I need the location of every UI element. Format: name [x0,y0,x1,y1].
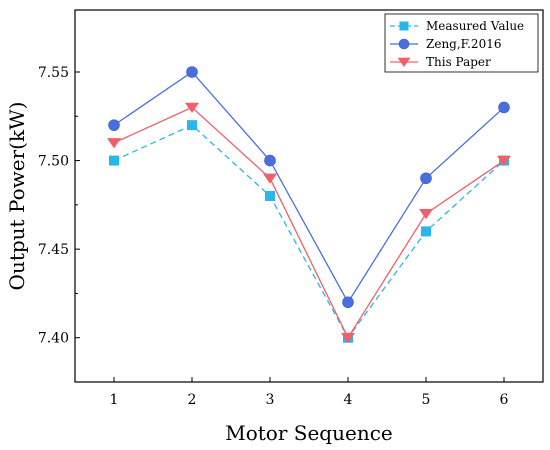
legend-label: Measured Value [426,19,524,33]
data-point [263,173,277,184]
series-layer [107,66,511,344]
legend-marker [398,38,410,50]
y-tick-label: 7.50 [38,154,69,170]
data-point [264,154,276,167]
series-line [113,71,505,304]
legend-marker [397,57,411,67]
data-point [497,155,511,167]
data-point [342,296,354,309]
data-point [107,138,121,149]
legend-entry: Zeng,F.2016 [390,37,501,51]
series-line [113,124,505,339]
legend-entry: This Paper [390,55,491,69]
y-tick-label: 7.45 [38,242,69,258]
data-point [109,155,119,166]
series-zeng-f-2016 [108,66,510,309]
data-point [341,333,355,344]
legend-entry: Measured Value [390,19,524,33]
data-point [108,119,120,131]
data-point [186,66,198,78]
data-point [265,191,275,201]
y-axis-label: Output Power(kW) [5,102,29,291]
legend: Measured Value Zeng,F.2016 This Paper [384,13,539,73]
data-point [498,101,510,114]
x-tick-label: 5 [422,392,431,408]
legend-label: Zeng,F.2016 [426,37,501,51]
x-tick-label: 3 [266,392,275,408]
x-tick-label: 1 [110,392,119,408]
x-tick-label: 6 [500,392,509,408]
data-point [185,102,199,113]
legend-marker [399,21,409,31]
x-tick-label: 4 [344,392,353,408]
data-point [421,226,431,237]
legend-label: This Paper [426,55,491,69]
x-tick-label: 2 [188,392,197,408]
x-axis-label: Motor Sequence [225,421,393,445]
x-axis-ticks: 1 2 3 4 5 6 [110,377,509,408]
data-point [187,120,197,131]
series-this-paper [107,102,511,344]
plot-frame [74,9,544,383]
series-line [113,106,505,340]
y-tick-label: 7.55 [38,65,69,81]
y-axis-ticks: 7.40 7.45 7.50 7.55 [38,65,80,347]
data-point [420,172,432,185]
y-tick-label: 7.40 [38,331,69,347]
data-point [419,209,433,220]
